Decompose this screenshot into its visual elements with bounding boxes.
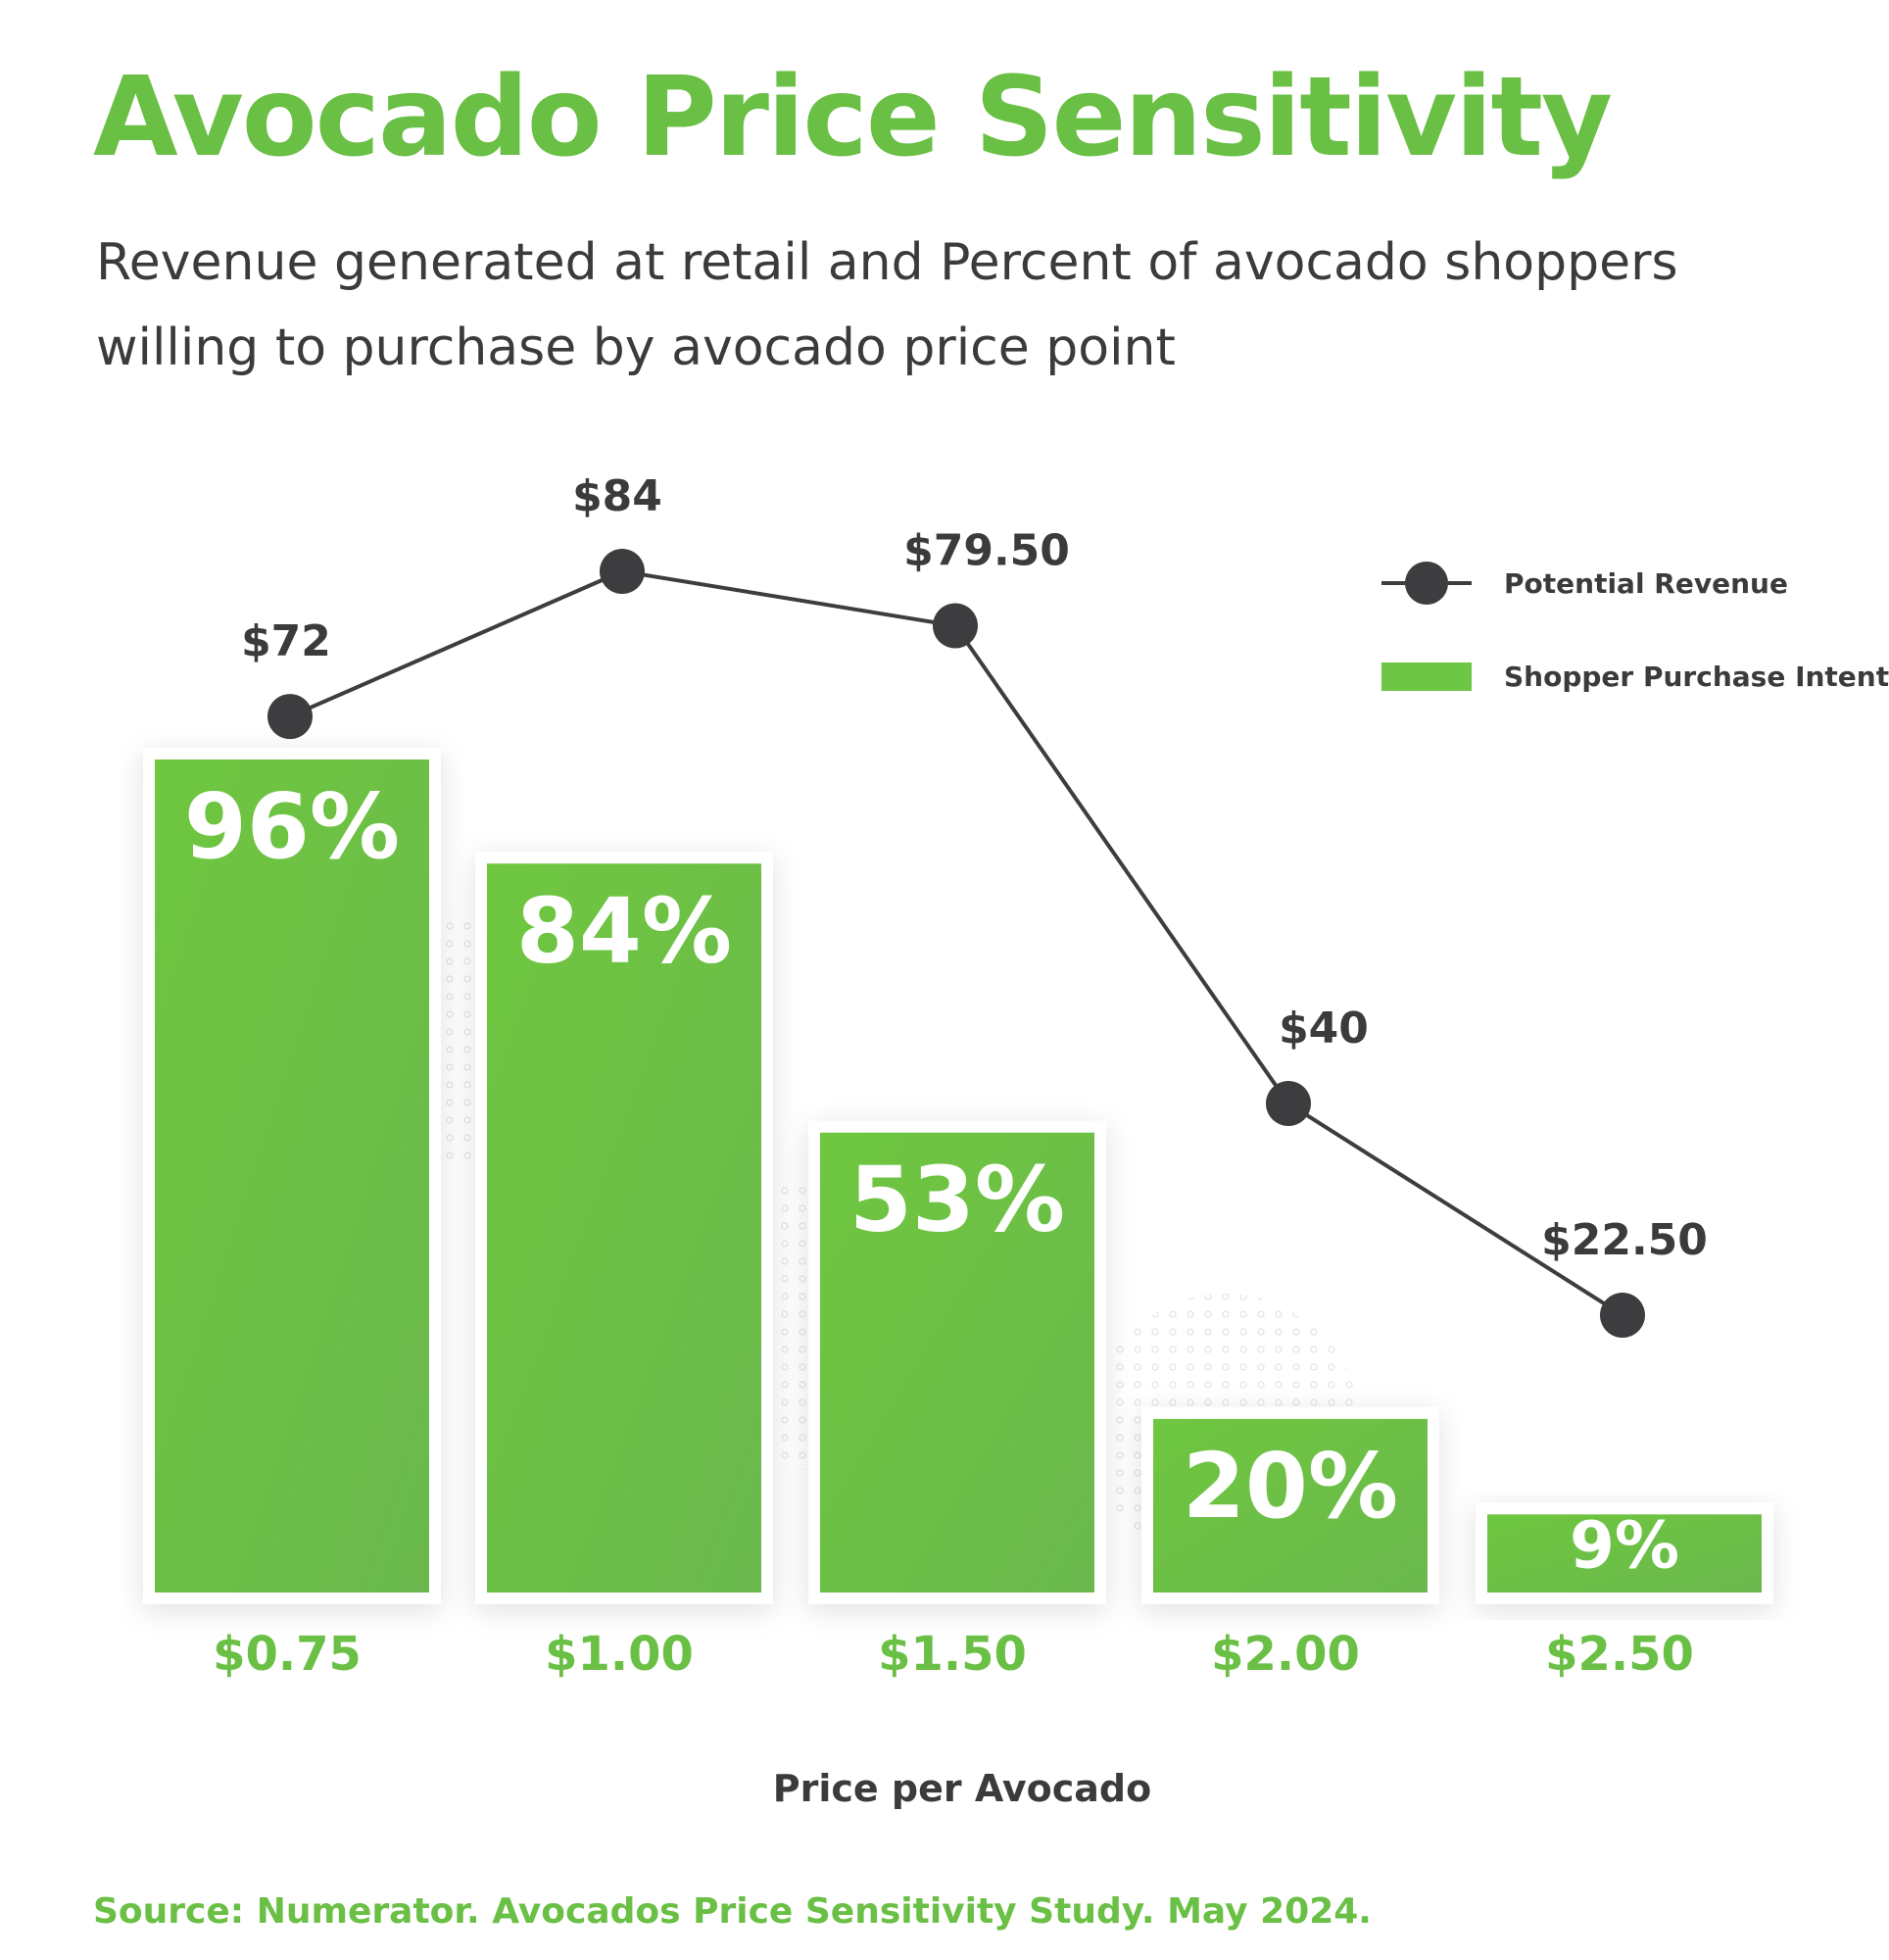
revenue-value-label: $72: [241, 616, 331, 666]
x-tick-label: $2.50: [1545, 1627, 1694, 1682]
revenue-point: [267, 694, 313, 740]
x-tick-label: $1.00: [545, 1627, 694, 1682]
chart-title: Avocado Price Sensitivity: [93, 54, 1613, 181]
bar-value-label: 96%: [184, 774, 400, 879]
chart-subtitle: Revenue generated at retail and Percent …: [96, 233, 1678, 377]
x-tick-label: $2.00: [1211, 1627, 1360, 1682]
revenue-point: [1266, 1081, 1311, 1127]
bar-group: [808, 1120, 1106, 1604]
bar: [820, 1132, 1094, 1592]
x-tick-label: $0.75: [213, 1627, 362, 1682]
bar-group: [475, 852, 773, 1604]
revenue-value-label: $22.50: [1541, 1215, 1708, 1265]
bar-value-label: 20%: [1183, 1434, 1398, 1539]
revenue-point: [933, 603, 978, 649]
legend-bar-swatch: [1381, 662, 1472, 691]
legend-label-intent: Shopper Purchase Intent: [1504, 661, 1889, 693]
revenue-value-label: $40: [1279, 1004, 1369, 1054]
bars: [143, 748, 1773, 1604]
legend: Potential Revenue Shopper Purchase Intent: [1381, 562, 1889, 693]
bar-value-label: 84%: [516, 878, 732, 983]
x-axis-title: Price per Avocado: [773, 1767, 1152, 1810]
bar: [1153, 1418, 1428, 1592]
revenue-point: [600, 549, 645, 594]
revenue-point: [1600, 1293, 1645, 1338]
bar-value-label: 53%: [849, 1148, 1065, 1252]
source-note: Source: Numerator. Avocados Price Sensit…: [93, 1891, 1372, 1932]
bar: [487, 863, 761, 1592]
bar-value-label: 9%: [1570, 1507, 1679, 1583]
x-tick-label: $1.50: [878, 1627, 1027, 1682]
revenue-value-label: $84: [572, 471, 662, 521]
bar: [1487, 1514, 1762, 1592]
bar-group: [1476, 1502, 1773, 1604]
bar-group: [1141, 1406, 1439, 1604]
legend-marker-swatch: [1405, 562, 1448, 605]
bar: [155, 760, 429, 1592]
bar-group: [143, 748, 441, 1604]
labels: 96% $0.75 84% $1.00 53% $1.50 20% $2.00 9% $2.50 $…: [184, 471, 1708, 1682]
revenue-value-label: $79.50: [903, 526, 1070, 576]
revenue-line: [267, 549, 1645, 1338]
legend-label-revenue: Potential Revenue: [1504, 567, 1788, 600]
